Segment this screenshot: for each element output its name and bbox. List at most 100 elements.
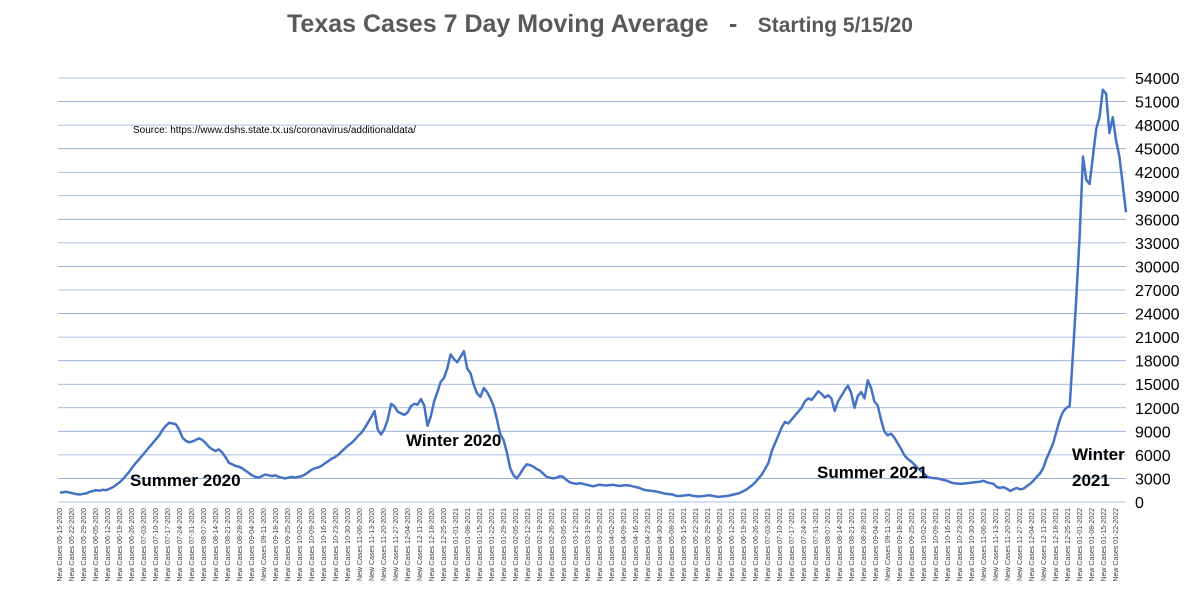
x-tick-label: New Cases 11-27-2021 <box>1017 508 1024 581</box>
x-tick-label: New Cases 05-29-2021 <box>705 508 712 582</box>
x-tick-label: New Cases 07-10-2021 <box>777 508 784 582</box>
x-tick-label: New Cases 11-06-2021 <box>981 508 988 581</box>
y-tick-label: 21000 <box>1135 330 1180 347</box>
x-tick-label: New Cases 12-18-2021 <box>1053 508 1060 582</box>
y-tick-label: 51000 <box>1135 95 1180 112</box>
x-tick-label: New Cases 08-21-2021 <box>849 508 856 582</box>
x-tick-label: New Cases 12-25-2020 <box>441 508 448 582</box>
x-tick-label: New Cases 02-05-2021 <box>513 508 520 582</box>
x-tick-label: New Cases 01-01-2021 <box>453 508 460 582</box>
annotation-line: Winter 2020 <box>406 431 501 450</box>
y-tick-label: 15000 <box>1135 377 1180 394</box>
x-tick-label: New Cases 09-18-2021 <box>897 508 904 582</box>
x-tick-label: New Cases 09-04-2020 <box>249 508 256 582</box>
x-tick-label: New Cases 02-26-2021 <box>549 508 556 582</box>
x-tick-label: New Cases 10-30-2021 <box>969 508 976 582</box>
annotation-label: Winter 2021 <box>1072 445 1125 490</box>
x-tick-label: New Cases 10-02-2021 <box>921 508 928 582</box>
x-tick-label: New Cases 05-15-2021 <box>681 508 688 582</box>
annotation-line: Summer 2020 <box>130 471 241 490</box>
chart-title-main: Texas Cases 7 Day Moving Average <box>287 10 709 38</box>
x-tick-label: New Cases 03-12-2021 <box>573 508 580 582</box>
x-tick-label: New Cases 01-22-2021 <box>489 508 496 582</box>
x-tick-label: New Cases 10-23-2021 <box>957 508 964 582</box>
x-tick-label: New Cases 04-30-2021 <box>657 508 664 582</box>
x-tick-label: New Cases 10-16-2021 <box>945 508 952 582</box>
x-tick-label: New Cases 10-09-2021 <box>933 508 940 582</box>
x-tick-label: New Cases 06-05-2020 <box>93 508 100 582</box>
x-tick-label: New Cases 07-24-2021 <box>801 508 808 582</box>
gridlines <box>58 77 1126 503</box>
x-tick-label: New Cases 11-20-2020 <box>381 508 388 581</box>
x-tick-label: New Cases 10-30-2020 <box>345 508 352 582</box>
x-tick-label: New Cases 08-07-2021 <box>825 508 832 582</box>
x-tick-label: New Cases 08-28-2020 <box>237 508 244 582</box>
x-tick-label: New Cases 06-12-2020 <box>105 508 112 582</box>
y-tick-label: 12000 <box>1135 401 1180 418</box>
annotation-line: Summer 2021 <box>817 463 928 482</box>
x-tick-label: New Cases 01-08-2021 <box>465 508 472 582</box>
x-tick-label: New Cases 05-29-2020 <box>81 508 88 582</box>
annotations: Summer 2020 Winter 2020 Summer 2021 Winter 2… <box>130 431 1125 490</box>
x-tick-label: New Cases 06-26-2020 <box>129 508 136 582</box>
x-tick-label: New Cases 06-19-2020 <box>117 508 124 582</box>
x-tick-label: New Cases 07-17-2021 <box>789 508 796 582</box>
x-tick-label: New Cases 01-22-2022 <box>1113 508 1120 582</box>
x-tick-label: New Cases 11-27-2020 <box>393 508 400 581</box>
annotation-line: Winter <box>1072 445 1125 464</box>
x-tick-label: New Cases 01-01-2022 <box>1077 508 1084 582</box>
y-axis-ticks: 0 3000 6000 9000 12000 15000 18000 21000 24000 27… <box>1135 71 1180 512</box>
y-tick-label: 24000 <box>1135 307 1180 324</box>
x-tick-label: New Cases 11-20-2021 <box>1005 508 1012 581</box>
x-tick-label: New Cases 08-14-2021 <box>837 508 844 582</box>
x-tick-label: New Cases 03-25-2021 <box>597 508 604 582</box>
x-tick-label: New Cases 05-15-2020 <box>57 508 64 582</box>
x-tick-label: New Cases 07-31-2021 <box>813 508 820 582</box>
y-tick-label: 9000 <box>1135 424 1171 441</box>
x-tick-label: New Cases 07-17-2020 <box>165 508 172 582</box>
x-tick-label: New Cases 03-19-2021 <box>585 508 592 582</box>
x-tick-label: New Cases 01-15-2021 <box>477 508 484 582</box>
x-tick-label: New Cases 08-14-2020 <box>213 508 220 582</box>
x-tick-label: New Cases 05-08-2021 <box>669 508 676 582</box>
x-tick-label: New Cases 09-11-2020 <box>261 508 268 581</box>
x-tick-label: New Cases 10-09-2020 <box>309 508 316 582</box>
annotation-label: Summer 2020 <box>130 471 241 490</box>
annotation-line: 2021 <box>1072 471 1110 490</box>
x-tick-label: New Cases 11-13-2020 <box>369 508 376 581</box>
y-tick-label: 33000 <box>1135 236 1180 253</box>
x-tick-label: New Cases 06-26-2021 <box>753 508 760 582</box>
x-tick-label: New Cases 01-08-2022 <box>1089 508 1096 582</box>
x-tick-label: New Cases 02-19-2021 <box>537 508 544 582</box>
x-tick-label: New Cases 11-06-2020 <box>357 508 364 581</box>
x-tick-label: New Cases 09-25-2021 <box>909 508 916 582</box>
x-tick-label: New Cases 04-09-2021 <box>621 508 628 582</box>
chart-title-separator: - <box>729 10 737 38</box>
x-tick-label: New Cases 05-22-2021 <box>693 508 700 582</box>
x-axis-ticks: New Cases 05-15-2020 New Cases 05-22-2020… <box>57 508 1120 582</box>
x-tick-label: New Cases 07-24-2020 <box>177 508 184 582</box>
x-tick-label: New Cases 04-23-2021 <box>645 508 652 582</box>
x-tick-label: New Cases 06-19-2021 <box>741 508 748 582</box>
x-tick-label: New Cases 07-03-2020 <box>141 508 148 582</box>
y-tick-label: 36000 <box>1135 212 1180 229</box>
y-tick-label: 27000 <box>1135 283 1180 300</box>
chart-title: Texas Cases 7 Day Moving Average - Start… <box>287 10 913 38</box>
x-tick-label: New Cases 10-16-2020 <box>321 508 328 582</box>
x-tick-label: New Cases 09-11-2021 <box>885 508 892 581</box>
x-tick-label: New Cases 12-11-2021 <box>1041 508 1048 581</box>
y-tick-label: 6000 <box>1135 448 1171 465</box>
y-tick-label: 39000 <box>1135 189 1180 206</box>
x-tick-label: New Cases 06-12-2021 <box>729 508 736 582</box>
x-tick-label: New Cases 05-22-2020 <box>69 508 76 582</box>
series-layer <box>59 88 1128 499</box>
chart-subtitle: Starting 5/15/20 <box>758 14 913 37</box>
x-tick-label: New Cases 03-05-2021 <box>561 508 568 582</box>
x-tick-label: New Cases 09-04-2021 <box>873 508 880 582</box>
y-tick-label: 48000 <box>1135 118 1180 135</box>
x-tick-label: New Cases 07-31-2020 <box>189 508 196 582</box>
annotation-label: Summer 2021 <box>817 463 928 482</box>
x-tick-label: New Cases 01-15-2022 <box>1101 508 1108 582</box>
